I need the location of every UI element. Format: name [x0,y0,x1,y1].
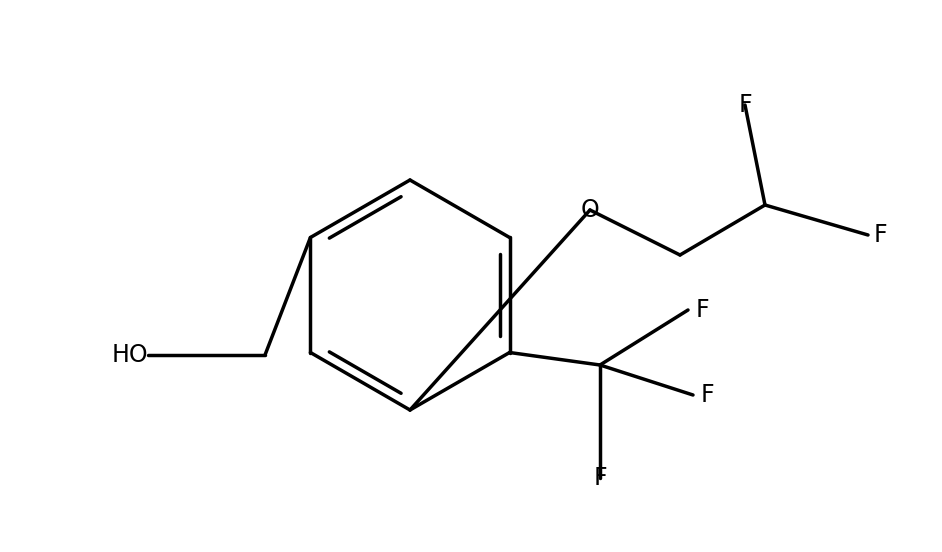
Text: F: F [873,223,886,247]
Text: F: F [593,466,607,490]
Text: F: F [739,93,752,117]
Text: HO: HO [112,343,148,367]
Text: F: F [700,383,714,407]
Text: F: F [695,298,708,322]
Text: O: O [580,198,599,222]
